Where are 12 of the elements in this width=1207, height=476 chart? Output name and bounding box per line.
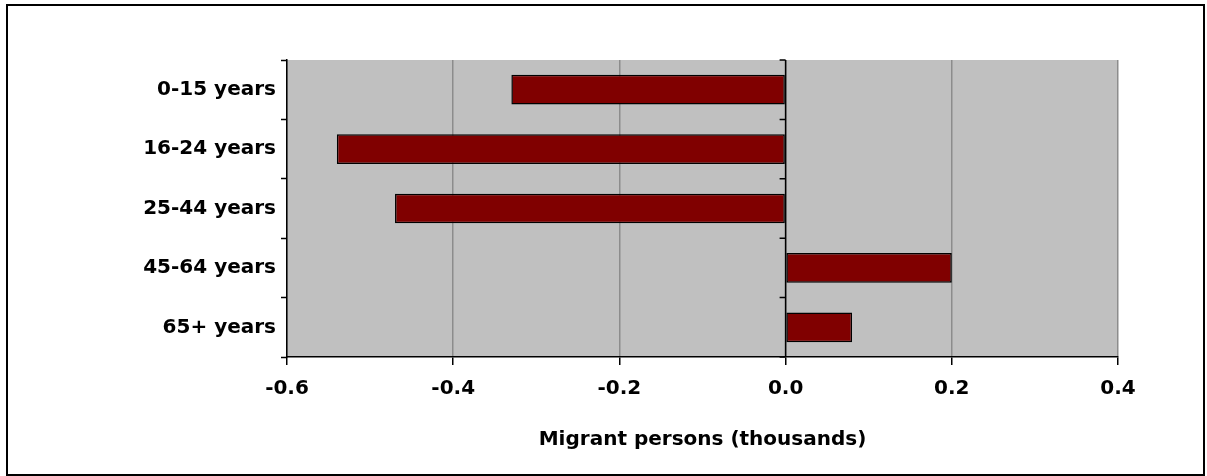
x-tick-label: -0.2 (597, 375, 642, 400)
x-axis-title: Migrant persons (thousands) (538, 426, 867, 451)
y-tick-label: 65+ years (162, 313, 276, 338)
y-tick-label: 16-24 years (143, 135, 276, 160)
x-tick-label: 0.0 (767, 375, 804, 400)
y-tick-label: 45-64 years (143, 254, 276, 279)
x-tick-label: -0.4 (431, 375, 476, 400)
x-tick-label: 0.2 (934, 375, 970, 400)
y-tick-label: 25-44 years (143, 194, 276, 219)
y-tick-label: 0-15 years (157, 75, 276, 100)
x-tick-label: 0.4 (1100, 375, 1136, 400)
x-tick-label: -0.6 (265, 375, 309, 400)
